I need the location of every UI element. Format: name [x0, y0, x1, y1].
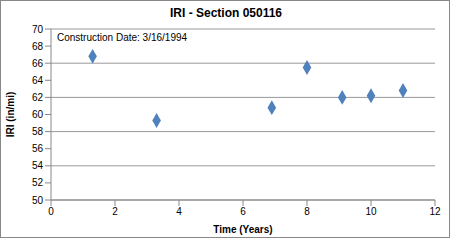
- svg-text:IRI (in/mi): IRI (in/mi): [8, 92, 16, 138]
- svg-text:6: 6: [240, 206, 246, 217]
- svg-text:70: 70: [32, 24, 44, 35]
- svg-text:52: 52: [32, 177, 44, 188]
- svg-text:68: 68: [32, 41, 44, 52]
- svg-text:Time (Years): Time (Years): [213, 224, 272, 235]
- svg-text:56: 56: [32, 143, 44, 154]
- svg-text:10: 10: [365, 206, 377, 217]
- svg-text:0: 0: [48, 206, 54, 217]
- html-text:IRI - Section 050116: IRI - Section 050116: [170, 6, 282, 20]
- svg-text:62: 62: [32, 92, 44, 103]
- svg-text:58: 58: [32, 126, 44, 137]
- svg-text:8: 8: [304, 206, 310, 217]
- svg-text:66: 66: [32, 58, 44, 69]
- svg-text:12: 12: [429, 206, 441, 217]
- svg-text:64: 64: [32, 75, 44, 86]
- svg-text:2: 2: [112, 206, 118, 217]
- html-text:Construction Date: 3/16/1994: Construction Date: 3/16/1994: [57, 32, 188, 43]
- svg-text:54: 54: [32, 160, 44, 171]
- svg-text:60: 60: [32, 109, 44, 120]
- svg-text:4: 4: [176, 206, 182, 217]
- svg-text:50: 50: [32, 195, 44, 206]
